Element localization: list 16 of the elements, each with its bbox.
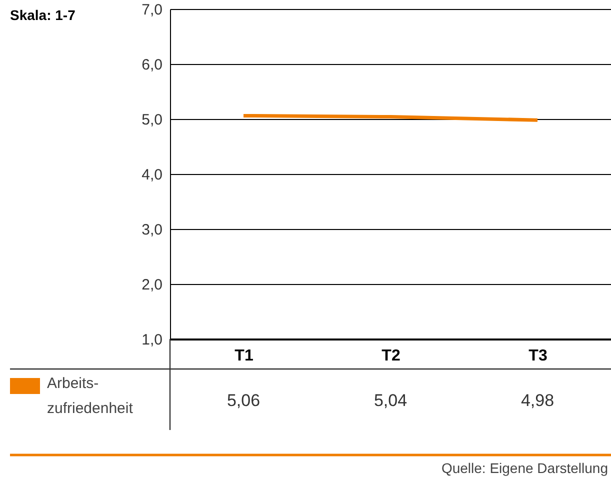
y-tick-label: 5,0 bbox=[142, 112, 162, 128]
data-label: 4,98 bbox=[520, 391, 554, 410]
y-tick-label: 4,0 bbox=[142, 166, 162, 184]
data-label: 5,04 bbox=[374, 391, 408, 410]
y-tick-label: 2,0 bbox=[142, 276, 162, 294]
y-tick-label: 1,0 bbox=[142, 332, 162, 348]
x-tick-label: T3 bbox=[528, 348, 548, 364]
source-note: Quelle: Eigene Darstellung bbox=[441, 460, 608, 476]
data-label: 5,06 bbox=[226, 391, 260, 410]
x-tick-label: T2 bbox=[382, 348, 400, 364]
legend-label: Arbeits-zufriedenheit bbox=[47, 375, 134, 417]
y-tick-label: 7,0 bbox=[142, 2, 162, 18]
x-tick-label: T1 bbox=[234, 348, 254, 364]
y-tick-label: 3,0 bbox=[142, 222, 162, 238]
text: Skala: 1-7 bbox=[10, 7, 76, 23]
y-tick-label: 6,0 bbox=[142, 56, 162, 74]
